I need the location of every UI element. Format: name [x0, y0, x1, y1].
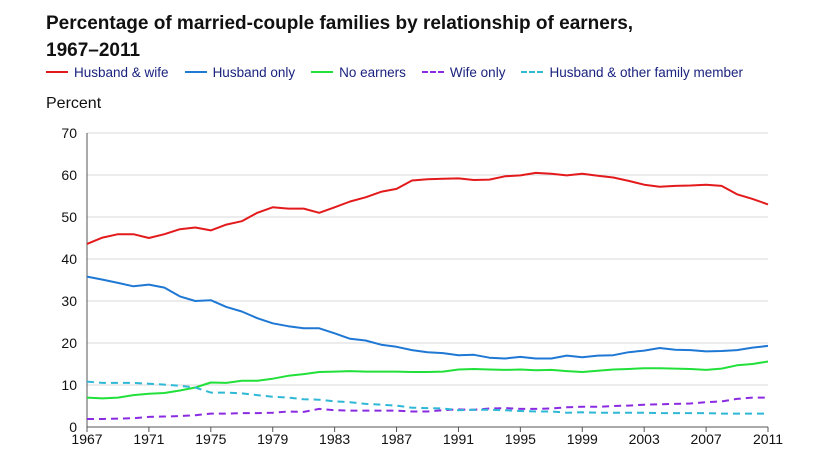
legend-label-0: Husband & wife [74, 64, 169, 80]
x-tick-label-1987: 1987 [381, 431, 412, 447]
y-tick-label-20: 20 [61, 335, 77, 351]
y-axis-label: Percent [46, 95, 102, 112]
series-line-3 [87, 396, 768, 420]
x-tick-label-1971: 1971 [133, 431, 164, 447]
x-tick-label-1991: 1991 [443, 431, 474, 447]
legend-swatch-3 [421, 71, 444, 73]
chart-legend: Husband & wife Husband only No earners Wife… [46, 62, 759, 82]
series-line-2 [86, 360, 769, 400]
legend-label-2: No earners [339, 64, 406, 80]
y-tick-label-50: 50 [61, 209, 77, 225]
x-tick-label-1999: 1999 [567, 431, 598, 447]
x-tick-label-2003: 2003 [629, 431, 660, 447]
chart-title-line-2: 1967–2011 [46, 40, 141, 61]
y-tick-label-0: 0 [69, 419, 77, 435]
legend-swatch-0 [46, 71, 68, 73]
x-tick-label-1983: 1983 [319, 431, 350, 447]
legend-swatch-2 [311, 71, 334, 73]
series-line-0 [86, 171, 769, 245]
legend-item-2: No earners [311, 65, 406, 80]
series-line-4 [86, 380, 768, 415]
x-tick-label-2007: 2007 [691, 431, 722, 447]
y-tick-label-40: 40 [61, 251, 77, 267]
legend-label-4: Husband & other family member [549, 64, 744, 80]
legend-label-3: Wife only [449, 64, 506, 80]
x-tick-label-1975: 1975 [195, 431, 226, 447]
chart-title: Percentage of married-couple families by… [46, 10, 806, 64]
legend-item-3: Wife only [421, 64, 506, 80]
legend-item-4: Husband & other family member [521, 65, 743, 80]
x-tick-label-2011: 2011 [753, 431, 783, 447]
x-tick-label-1967: 1967 [71, 431, 102, 447]
legend-swatch-4 [521, 71, 544, 73]
y-tick-label-30: 30 [61, 293, 77, 309]
x-tick-label-1979: 1979 [257, 431, 288, 447]
x-tick-label-1995: 1995 [505, 431, 536, 447]
legend-item-1: Husband only [184, 64, 296, 80]
y-tick-label-70: 70 [61, 125, 77, 141]
legend-label-1: Husband only [212, 64, 296, 80]
series-line-1 [86, 275, 769, 360]
y-tick-label-60: 60 [61, 167, 77, 183]
y-tick-label-10: 10 [61, 377, 77, 393]
chart-title-line-1: Percentage of married-couple families by… [46, 13, 634, 34]
legend-item-0: Husband & wife [46, 65, 169, 80]
legend-swatch-1 [184, 71, 207, 73]
